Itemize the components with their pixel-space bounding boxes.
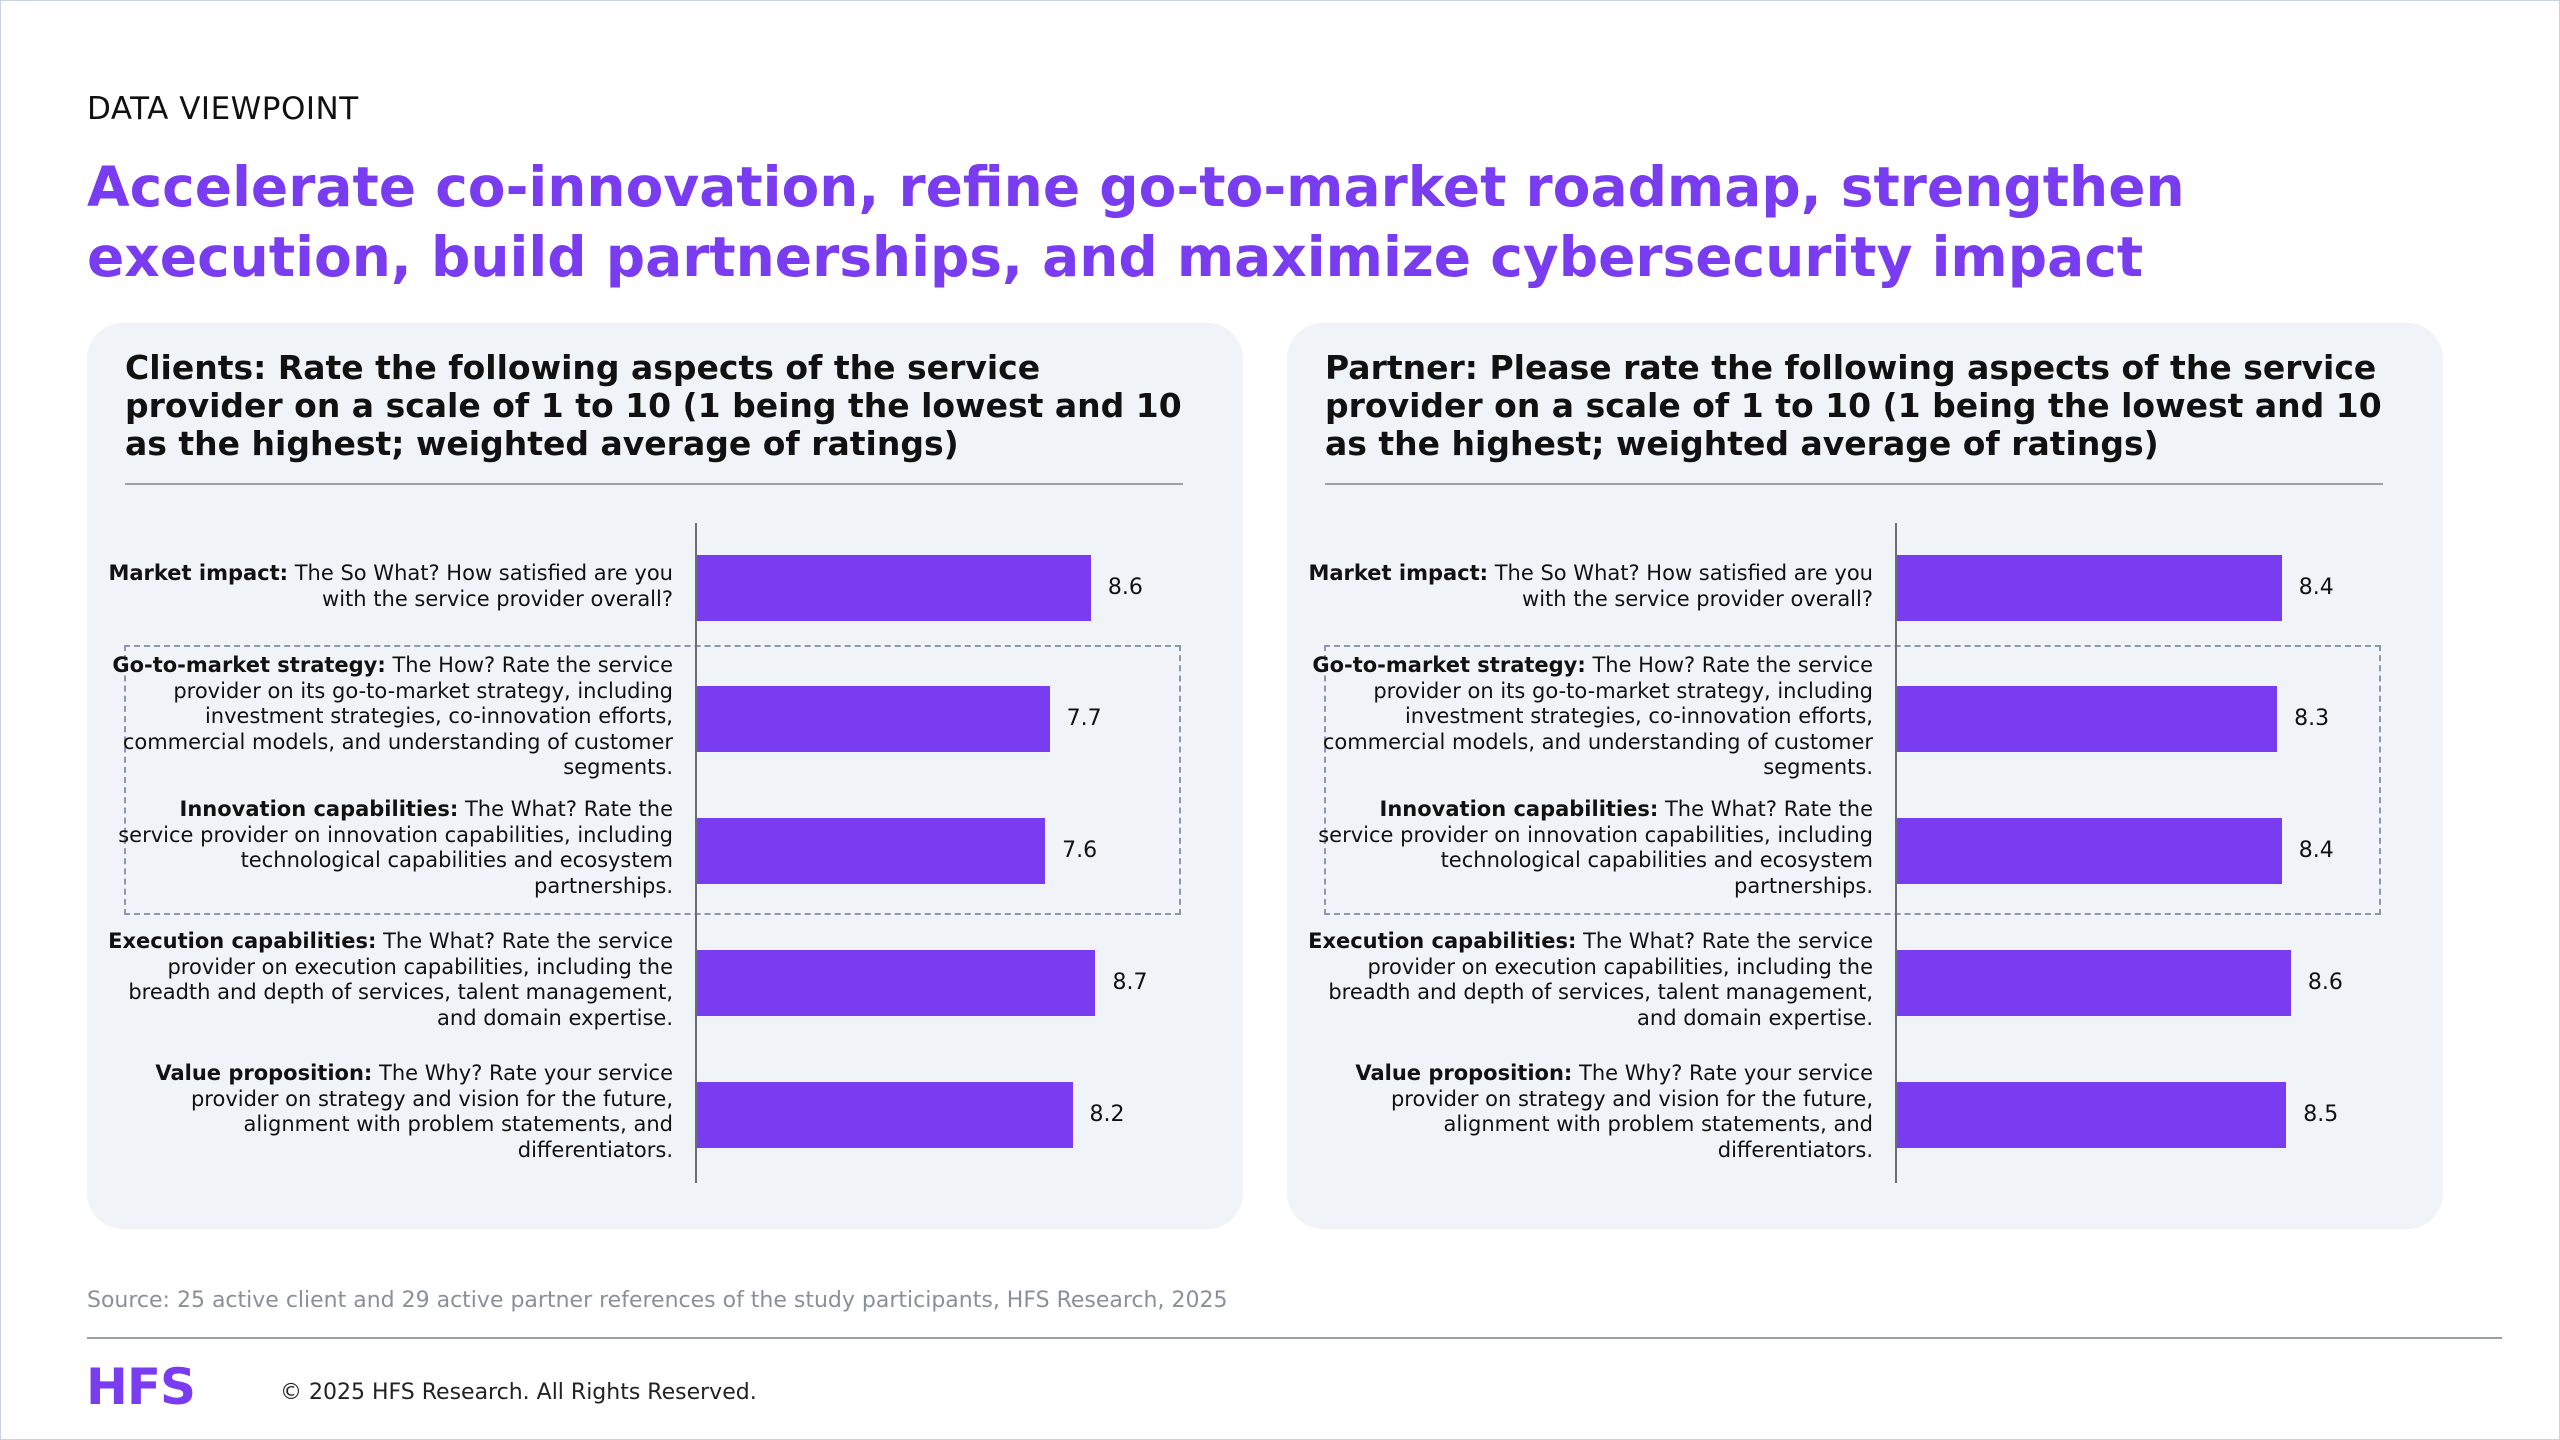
category-label-text: The Why? Rate your service provider on s… (190, 1061, 673, 1162)
clients-chart-title: Clients: Rate the following aspects of t… (125, 348, 1182, 463)
partner-value-label: 8.6 (2307, 970, 2343, 995)
partner-value-label: 8.4 (2298, 838, 2334, 863)
clients-category-label: Value proposition: The Why? Rate your se… (107, 1061, 673, 1163)
category-label-text: The How? Rate the service provider on it… (1322, 653, 1873, 779)
source-note: Source: 25 active client and 29 active p… (87, 1288, 1228, 1313)
partner-category-label: Go-to-market strategy: The How? Rate the… (1307, 653, 1873, 781)
page-title: Accelerate co-innovation, refine go-to-m… (87, 155, 2185, 289)
category-label-bold: Innovation capabilities: (179, 797, 459, 821)
category-label-text: The What? Rate the service provider on e… (1328, 929, 1873, 1030)
title-divider (1325, 483, 2383, 485)
category-label-text: The What? Rate the service provider on i… (1318, 797, 1873, 898)
clients-category-label: Go-to-market strategy: The How? Rate the… (107, 653, 673, 781)
partner-category-label: Market impact: The So What? How satisfie… (1307, 561, 1873, 612)
clients-value-label: 8.6 (1107, 575, 1143, 600)
clients-category-label: Market impact: The So What? How satisfie… (107, 561, 673, 612)
clients-bar (697, 686, 1050, 752)
category-label-bold: Go-to-market strategy: (1312, 653, 1586, 677)
chart-axis-line (695, 523, 697, 1183)
partner-bar (1897, 555, 2282, 621)
partner-chart-panel: Partner: Please rate the following aspec… (1287, 323, 2443, 1229)
partner-category-label: Innovation capabilities: The What? Rate … (1307, 797, 1873, 899)
partner-bar (1897, 686, 2278, 752)
clients-bar (697, 1082, 1073, 1148)
category-label-text: The So What? How satisfied are you with … (1488, 561, 1873, 611)
clients-value-label: 7.7 (1066, 706, 1102, 731)
category-label-bold: Go-to-market strategy: (112, 653, 386, 677)
copyright-text: © 2025 HFS Research. All Rights Reserved… (280, 1380, 757, 1405)
clients-chart-panel: Clients: Rate the following aspects of t… (87, 323, 1243, 1229)
clients-category-label: Execution capabilities: The What? Rate t… (107, 929, 673, 1031)
partner-category-label: Value proposition: The Why? Rate your se… (1307, 1061, 1873, 1163)
partner-bar (1897, 950, 2291, 1016)
partner-chart-title: Partner: Please rate the following aspec… (1325, 348, 2382, 463)
clients-value-label: 8.7 (1112, 970, 1148, 995)
clients-bar (697, 555, 1091, 621)
category-label-bold: Innovation capabilities: (1379, 797, 1659, 821)
eyebrow-label: DATA VIEWPOINT (87, 91, 359, 127)
category-label-text: The Why? Rate your service provider on s… (1390, 1061, 1873, 1162)
category-label-text: The What? Rate the service provider on i… (118, 797, 673, 898)
category-label-bold: Execution capabilities: (1308, 929, 1577, 953)
category-label-text: The What? Rate the service provider on e… (128, 929, 673, 1030)
clients-bar (697, 818, 1046, 884)
partner-value-label: 8.4 (2298, 575, 2334, 600)
partner-value-label: 8.3 (2294, 706, 2330, 731)
highlight-group-box (1324, 645, 2381, 915)
chart-axis-line (1895, 523, 1897, 1183)
category-label-bold: Market impact: (1308, 561, 1489, 585)
category-label-text: The How? Rate the service provider on it… (122, 653, 673, 779)
category-label-bold: Market impact: (108, 561, 289, 585)
category-label-bold: Execution capabilities: (108, 929, 377, 953)
highlight-group-box (124, 645, 1181, 915)
partner-value-label: 8.5 (2303, 1102, 2339, 1127)
partner-bar (1897, 1082, 2287, 1148)
category-label-bold: Value proposition: (155, 1061, 373, 1085)
hfs-logo: HFS (86, 1358, 196, 1416)
partner-category-label: Execution capabilities: The What? Rate t… (1307, 929, 1873, 1031)
title-divider (125, 483, 1183, 485)
clients-value-label: 8.2 (1089, 1102, 1125, 1127)
footer-divider (87, 1337, 2502, 1339)
clients-value-label: 7.6 (1062, 838, 1098, 863)
category-label-text: The So What? How satisfied are you with … (288, 561, 673, 611)
clients-bar (697, 950, 1096, 1016)
partner-bar (1897, 818, 2282, 884)
category-label-bold: Value proposition: (1355, 1061, 1573, 1085)
clients-category-label: Innovation capabilities: The What? Rate … (107, 797, 673, 899)
